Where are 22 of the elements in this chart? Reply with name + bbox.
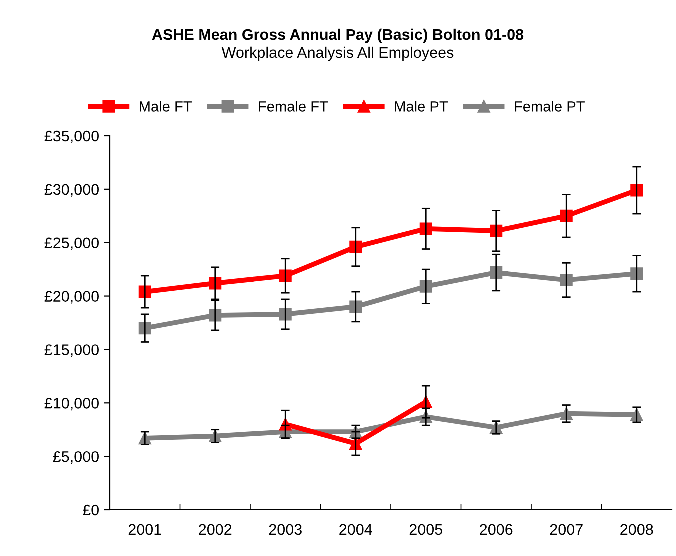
x-tick-label: 2007 (550, 524, 583, 536)
y-tick-label: £0 (83, 504, 99, 516)
legend-label: Female FT (259, 101, 328, 112)
x-tick-label: 2002 (199, 524, 232, 536)
chart-title: ASHE Mean Gross Annual Pay (Basic) Bolton 01-08 (152, 28, 524, 44)
legend-label: Male PT (395, 101, 448, 112)
chart-subtitle: Workplace Analysis All Employees (222, 46, 454, 62)
y-tick-label: £10,000 (44, 398, 99, 411)
x-tick-label: 2005 (410, 524, 442, 536)
legend-label: Female PT (515, 101, 585, 112)
x-tick-label: 2006 (480, 524, 513, 536)
x-tick-label: 2001 (128, 524, 162, 536)
x-tick-label: 2008 (620, 524, 654, 536)
y-tick-label: £25,000 (44, 238, 99, 250)
y-tick-label: £30,000 (44, 184, 99, 197)
y-tick-label: £5,000 (53, 451, 99, 464)
y-tick-label: £20,000 (44, 291, 99, 304)
y-tick-label: £15,000 (44, 344, 99, 358)
y-tick-label: £35,000 (44, 130, 99, 144)
x-tick-label: 2004 (340, 524, 372, 536)
legend-label: Male FT (140, 101, 192, 112)
x-tick-label: 2003 (269, 524, 302, 536)
